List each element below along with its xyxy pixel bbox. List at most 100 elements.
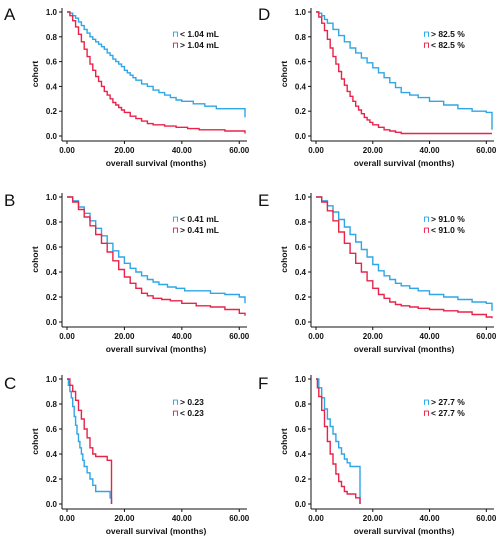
y-tick-label: 0.2 bbox=[46, 475, 58, 484]
survival-curve-blue bbox=[316, 11, 493, 130]
x-tick-label: 40.00 bbox=[420, 332, 441, 341]
x-tick-label: 60.00 bbox=[476, 146, 497, 155]
panel-letter: B bbox=[4, 191, 15, 210]
y-tick-label: 0.0 bbox=[295, 500, 307, 509]
legend-label: > 27.7 % bbox=[431, 397, 465, 407]
chart-panel-f: F 0.0 0.2 0.4 0.6 0.8 1.0 0.00 20.00 40.00 60.00 ov… bbox=[258, 374, 497, 536]
y-axis-title: cohort bbox=[279, 61, 289, 88]
chart-panel-e: E 0.0 0.2 0.4 0.6 0.8 1.0 0.00 20.00 40.00 60.00 ov… bbox=[258, 191, 497, 354]
y-tick-label: 0.4 bbox=[295, 268, 307, 277]
x-tick-label: 40.00 bbox=[420, 514, 441, 523]
legend-label: > 1.04 mL bbox=[180, 40, 219, 50]
y-tick-label: 0.2 bbox=[295, 107, 307, 116]
y-tick-label: 0.4 bbox=[46, 450, 58, 459]
legend-marker-icon: ⊓ bbox=[172, 225, 179, 235]
x-tick-label: 0.00 bbox=[308, 332, 324, 341]
panel-letter: A bbox=[4, 5, 16, 24]
legend-marker-icon: ⊓ bbox=[172, 397, 179, 407]
panel-letter: F bbox=[258, 374, 268, 393]
legend-label: < 0.41 mL bbox=[180, 214, 219, 224]
y-tick-label: 0.4 bbox=[295, 450, 307, 459]
survival-curve-blue bbox=[67, 11, 246, 118]
survival-curve-red bbox=[67, 196, 246, 316]
x-tick-label: 20.00 bbox=[363, 514, 384, 523]
y-tick-label: 1.0 bbox=[46, 8, 58, 17]
chart-panel-c: C 0.0 0.2 0.4 0.6 0.8 1.0 0.00 20.00 40.00 60.00 ov… bbox=[4, 374, 250, 536]
x-tick-label: 60.00 bbox=[476, 514, 497, 523]
survival-curve-red bbox=[67, 11, 246, 134]
legend-marker-icon: ⊓ bbox=[172, 214, 179, 224]
y-tick-label: 0.0 bbox=[46, 132, 58, 141]
y-tick-label: 0.4 bbox=[46, 82, 58, 91]
survival-curve-blue bbox=[316, 196, 493, 311]
x-tick-label: 0.00 bbox=[308, 514, 324, 523]
panel-letter: E bbox=[258, 191, 269, 210]
chart-panel-d: D 0.0 0.2 0.4 0.6 0.8 1.0 0.00 20.00 40.00 60.00 ov… bbox=[258, 5, 497, 168]
x-axis-title: overall survival (months) bbox=[354, 344, 455, 354]
y-tick-label: 1.0 bbox=[46, 193, 58, 202]
legend-label: > 0.23 bbox=[180, 397, 204, 407]
x-axis-title: overall survival (months) bbox=[354, 158, 455, 168]
x-tick-label: 0.00 bbox=[59, 146, 75, 155]
x-tick-label: 20.00 bbox=[363, 332, 384, 341]
x-axis-title: overall survival (months) bbox=[106, 158, 207, 168]
y-tick-label: 0.4 bbox=[46, 268, 58, 277]
y-tick-label: 0.0 bbox=[295, 132, 307, 141]
survival-curve-blue bbox=[67, 196, 246, 304]
y-tick-label: 0.0 bbox=[46, 500, 58, 509]
legend-label: > 82.5 % bbox=[431, 29, 465, 39]
y-axis-title: cohort bbox=[30, 61, 40, 88]
legend-marker-icon: ⊓ bbox=[172, 29, 179, 39]
y-tick-label: 0.2 bbox=[295, 293, 307, 302]
x-tick-label: 20.00 bbox=[114, 332, 135, 341]
y-tick-label: 0.0 bbox=[46, 318, 58, 327]
x-axis-title: overall survival (months) bbox=[354, 526, 455, 536]
y-tick-label: 0.8 bbox=[46, 400, 58, 409]
legend-marker-icon: ⊓ bbox=[423, 40, 430, 50]
survival-curve-blue bbox=[316, 378, 361, 504]
legend-marker-icon: ⊓ bbox=[423, 29, 430, 39]
y-tick-label: 1.0 bbox=[295, 8, 307, 17]
y-tick-label: 0.8 bbox=[295, 400, 307, 409]
legend-label: < 1.04 mL bbox=[180, 29, 219, 39]
panel-letter: D bbox=[258, 5, 270, 24]
x-tick-label: 20.00 bbox=[363, 146, 384, 155]
x-tick-label: 20.00 bbox=[114, 514, 135, 523]
x-tick-label: 0.00 bbox=[59, 332, 75, 341]
x-tick-label: 60.00 bbox=[229, 514, 250, 523]
y-tick-label: 0.4 bbox=[295, 82, 307, 91]
legend-label: > 91.0 % bbox=[431, 214, 465, 224]
y-tick-label: 0.8 bbox=[295, 33, 307, 42]
chart-panel-a: A 0.0 0.2 0.4 0.6 0.8 1.0 0.00 20.00 40.00 60.00 ov… bbox=[4, 5, 250, 168]
legend-marker-icon: ⊓ bbox=[172, 40, 179, 50]
x-tick-label: 40.00 bbox=[420, 146, 441, 155]
y-tick-label: 0.2 bbox=[46, 293, 58, 302]
legend-label: < 0.23 bbox=[180, 408, 204, 418]
x-tick-label: 60.00 bbox=[229, 146, 250, 155]
x-tick-label: 40.00 bbox=[172, 514, 193, 523]
y-tick-label: 0.6 bbox=[295, 425, 307, 434]
y-tick-label: 0.2 bbox=[46, 107, 58, 116]
legend-marker-icon: ⊓ bbox=[172, 408, 179, 418]
y-tick-label: 0.6 bbox=[46, 425, 58, 434]
legend-label: < 27.7 % bbox=[431, 408, 465, 418]
survival-curve-red bbox=[316, 378, 361, 504]
y-axis-title: cohort bbox=[30, 246, 40, 273]
survival-curve-red bbox=[67, 378, 113, 504]
y-tick-label: 0.0 bbox=[295, 318, 307, 327]
x-tick-label: 40.00 bbox=[172, 332, 193, 341]
x-tick-label: 60.00 bbox=[476, 332, 497, 341]
y-tick-label: 1.0 bbox=[295, 193, 307, 202]
y-axis-title: cohort bbox=[30, 428, 40, 455]
legend-marker-icon: ⊓ bbox=[423, 214, 430, 224]
x-tick-label: 0.00 bbox=[59, 514, 75, 523]
y-tick-label: 0.6 bbox=[295, 243, 307, 252]
legend-label: < 82.5 % bbox=[431, 40, 465, 50]
x-axis-title: overall survival (months) bbox=[106, 344, 207, 354]
legend-label: > 0.41 mL bbox=[180, 225, 219, 235]
x-tick-label: 20.00 bbox=[114, 146, 135, 155]
legend-marker-icon: ⊓ bbox=[423, 225, 430, 235]
x-tick-label: 0.00 bbox=[308, 146, 324, 155]
y-tick-label: 0.6 bbox=[295, 58, 307, 67]
